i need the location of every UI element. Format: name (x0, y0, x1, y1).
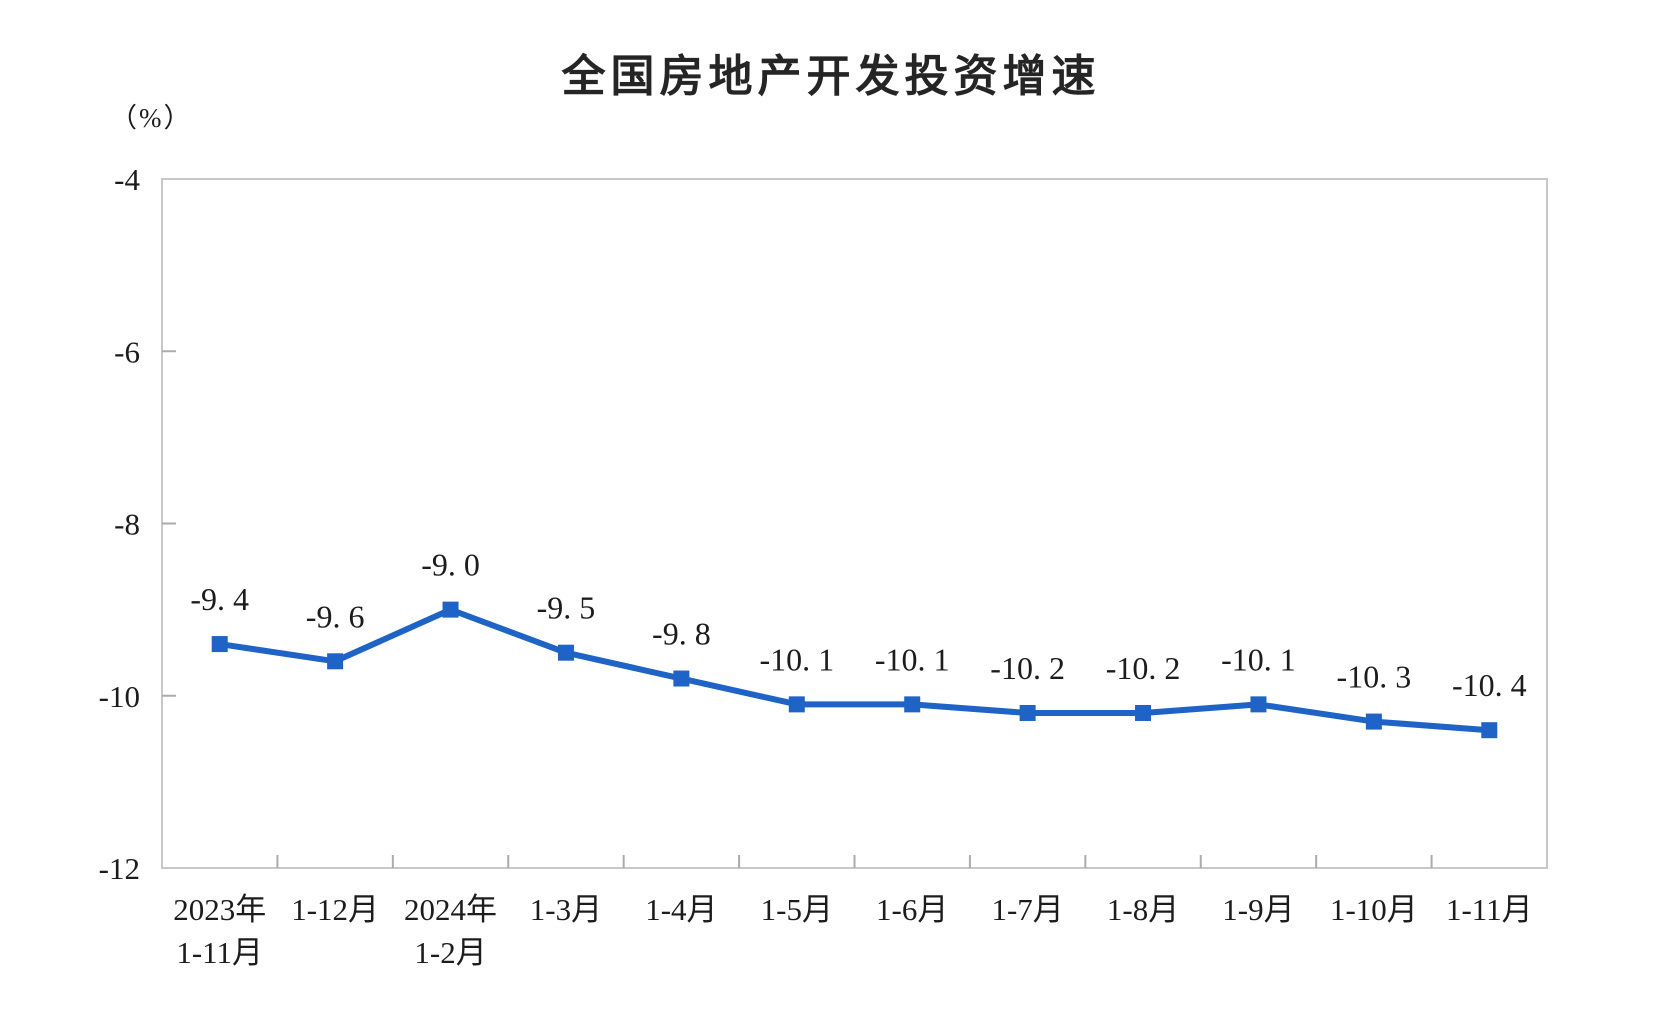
data-point-marker (442, 601, 459, 618)
x-axis-tick-label: 1-8月 (1107, 892, 1179, 927)
y-axis-tick-label: -8 (114, 507, 140, 542)
data-point-label: -9. 6 (306, 598, 365, 634)
data-point-marker (1135, 704, 1152, 721)
data-point-marker (788, 696, 805, 713)
data-point-label: -9. 0 (421, 547, 480, 583)
x-axis-tick-label: 1-9月 (1222, 892, 1294, 927)
x-axis-tick-label: 1-6月 (876, 892, 948, 927)
data-point-marker (1019, 704, 1036, 721)
data-point-marker (1365, 713, 1382, 730)
x-axis-tick-label: 2023年 (173, 892, 266, 927)
x-axis-tick-label: 1-2月 (414, 935, 486, 970)
data-line (216, 606, 1493, 734)
data-point-marker (904, 696, 921, 713)
x-axis-tick-label: 1-4月 (645, 892, 717, 927)
data-point-marker (673, 670, 690, 687)
data-point-marker (1481, 722, 1498, 739)
x-axis-tick-label: 1-10月 (1330, 892, 1418, 927)
y-axis-tick-label: -6 (114, 334, 140, 369)
data-point-label: -10. 2 (990, 650, 1065, 686)
chart-title: 全国房地产开发投资增速 (561, 52, 1101, 101)
data-point-label: -10. 1 (759, 641, 834, 677)
x-axis-tick-label: 1-11月 (1446, 892, 1533, 927)
x-axis-tick-label: 1-11月 (176, 935, 263, 970)
data-point-label: -10. 4 (1452, 667, 1527, 703)
data-point-label: -9. 4 (190, 581, 249, 617)
x-axis-tick-label: 1-5月 (761, 892, 833, 927)
data-point-marker (557, 644, 574, 661)
data-point-label: -10. 1 (875, 641, 950, 677)
data-point-marker (211, 636, 228, 653)
data-point-marker (327, 653, 344, 670)
x-axis-tick-label: 1-12月 (291, 892, 379, 927)
x-axis-tick-label: 1-7月 (991, 892, 1063, 927)
data-point-label: -9. 8 (652, 616, 711, 652)
data-point-label: -10. 1 (1221, 641, 1296, 677)
x-axis-tick-label: 1-3月 (530, 892, 602, 927)
y-axis-tick-label: -4 (114, 162, 140, 197)
y-axis-tick-label: -12 (99, 851, 140, 886)
plot-border (161, 178, 1548, 869)
data-point-marker (1250, 696, 1267, 713)
y-axis-unit-label: （%） (110, 103, 193, 133)
data-point-label: -10. 2 (1106, 650, 1181, 686)
y-axis-tick-label: -10 (99, 679, 140, 714)
data-point-label: -10. 3 (1337, 659, 1412, 695)
x-axis-tick-label: 2024年 (404, 892, 497, 927)
data-point-label: -9. 5 (537, 590, 596, 626)
